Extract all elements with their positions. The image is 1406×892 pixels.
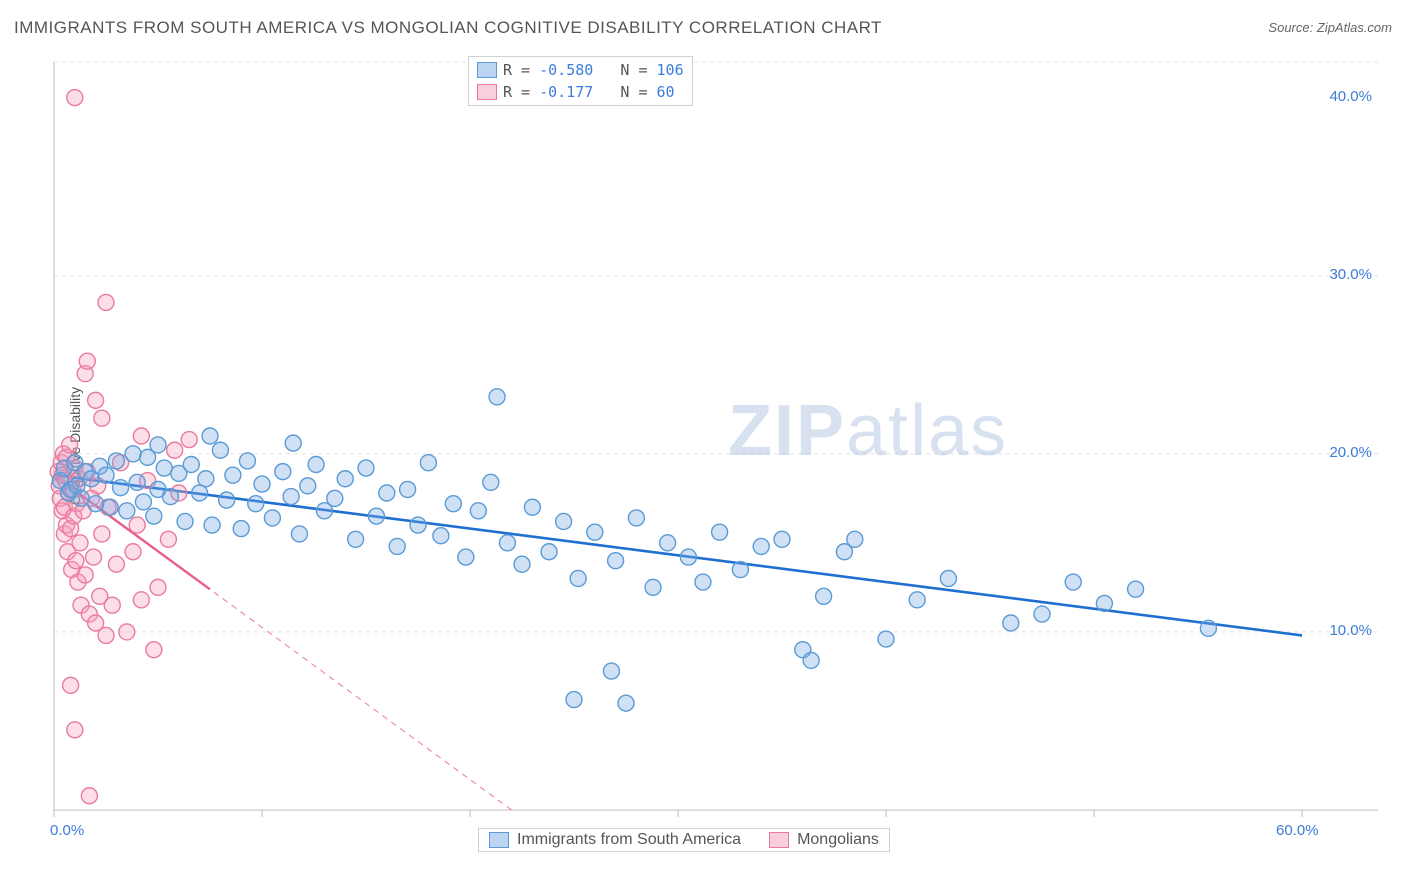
x-tick-label: 60.0% (1276, 822, 1319, 839)
bottom-legend-item: Immigrants from South America (489, 831, 741, 849)
stats-legend-row: R = -0.177 N = 60 (477, 81, 684, 103)
source-label: Source: (1268, 20, 1313, 35)
chart-container: IMMIGRANTS FROM SOUTH AMERICA VS MONGOLI… (0, 0, 1406, 892)
y-tick-label: 30.0% (1329, 266, 1372, 283)
stats-legend-row: R = -0.580 N = 106 (477, 59, 684, 81)
legend-swatch (489, 832, 509, 848)
y-tick-label: 40.0% (1329, 88, 1372, 105)
legend-swatch (477, 62, 497, 78)
bottom-legend-label: Mongolians (797, 831, 879, 849)
legend-swatch (769, 832, 789, 848)
source-attribution: Source: ZipAtlas.com (1268, 20, 1392, 35)
source-value: ZipAtlas.com (1317, 20, 1392, 35)
y-tick-label: 10.0% (1329, 622, 1372, 639)
bottom-legend-item: Mongolians (769, 831, 879, 849)
chart-title: IMMIGRANTS FROM SOUTH AMERICA VS MONGOLI… (14, 18, 882, 38)
x-tick-label: 0.0% (50, 822, 84, 839)
stats-legend-text: R = -0.580 N = 106 (503, 59, 684, 81)
legend-swatch (477, 84, 497, 100)
bottom-legend-label: Immigrants from South America (517, 831, 741, 849)
stats-legend: R = -0.580 N = 106R = -0.177 N = 60 (468, 56, 693, 106)
y-tick-label: 20.0% (1329, 444, 1372, 461)
plot-area: ZIPatlas R = -0.580 N = 106R = -0.177 N … (48, 50, 1380, 850)
stats-legend-text: R = -0.177 N = 60 (503, 81, 675, 103)
plot-svg (48, 50, 1380, 850)
bottom-legend: Immigrants from South America Mongolians (478, 828, 890, 852)
